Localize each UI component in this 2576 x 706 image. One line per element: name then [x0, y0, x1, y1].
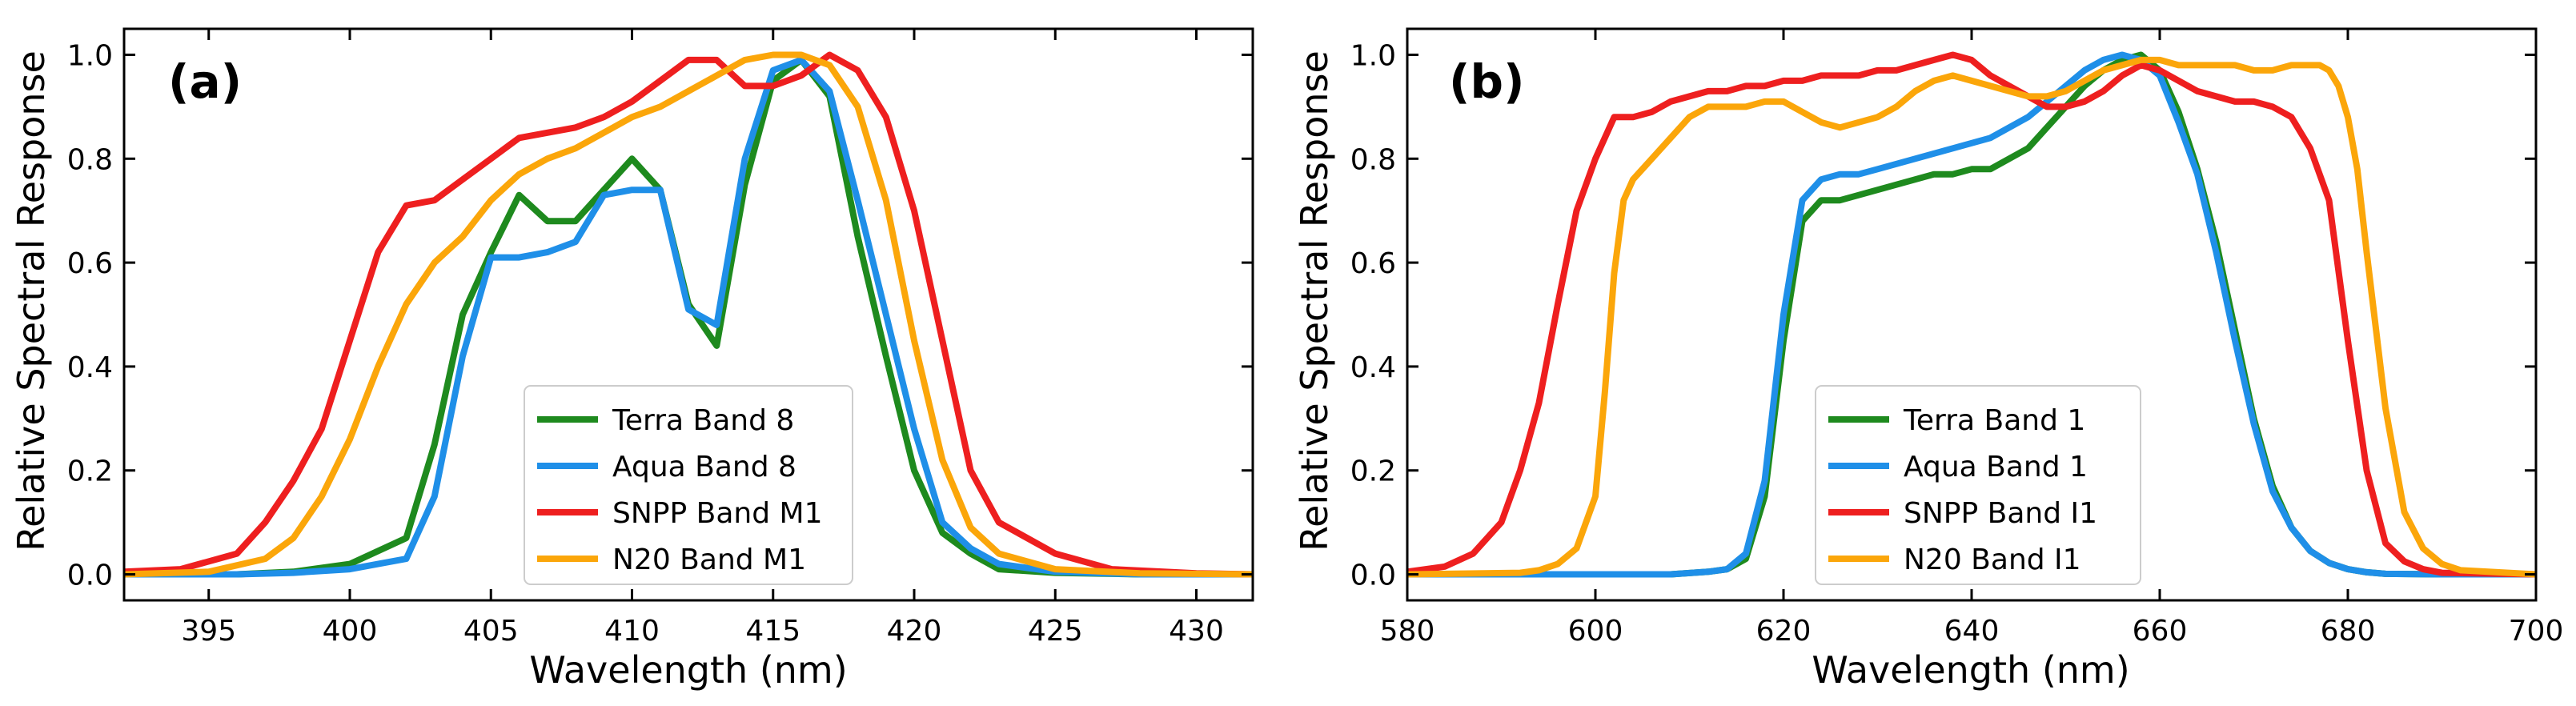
chart-panel-a: Relative Spectral Response Wavelength (n… [10, 27, 1254, 692]
legend-label: Terra Band 8 [612, 404, 794, 437]
panel-label: (b) [1449, 54, 1525, 109]
series-line-snpp-band-m1 [124, 51, 1253, 578]
legend-label: Aqua Band 8 [612, 451, 796, 483]
panel-label: (a) [168, 54, 242, 109]
legend-label: N20 Band I1 [1904, 544, 2081, 576]
y-tick-label: 0.6 [1350, 247, 1396, 280]
legend-label: Aqua Band 1 [1904, 451, 2088, 483]
y-tick-label: 0.8 [1350, 143, 1396, 176]
x-tick-label: 680 [2321, 615, 2376, 648]
series-line-n20-band-m1 [124, 51, 1253, 578]
x-tick-label: 430 [1169, 615, 1224, 648]
legend-label: SNPP Band I1 [1904, 497, 2097, 530]
x-tick-label: 640 [1944, 615, 2000, 648]
legend: Terra Band 1 Aqua Band 1 SNPP Band I1 N20 B… [1815, 385, 2141, 585]
x-tick-label: 660 [2133, 615, 2188, 648]
x-tick-label: 425 [1028, 615, 1083, 648]
legend-box [1815, 385, 2141, 585]
x-axis-label: Wavelength (nm) [1812, 648, 2129, 692]
y-tick-label: 0.4 [67, 351, 113, 384]
y-tick-label: 0.6 [67, 247, 113, 280]
legend-label: Terra Band 1 [1903, 404, 2085, 437]
x-tick-label: 700 [2509, 615, 2564, 648]
x-tick-label: 415 [745, 615, 800, 648]
x-axis-label: Wavelength (nm) [529, 648, 847, 692]
series-line-aqua-band-1 [1407, 51, 2536, 578]
y-tick-label: 0.0 [1350, 560, 1396, 592]
legend: Terra Band 8 Aqua Band 8 SNPP Band M1 N20 B… [524, 385, 853, 585]
series-line-aqua-band-8 [124, 56, 1253, 578]
y-tick-label: 0.8 [67, 143, 113, 176]
y-tick-label: 1.0 [67, 39, 113, 72]
y-tick-label: 1.0 [1350, 39, 1396, 72]
x-tick-label: 600 [1568, 615, 1623, 648]
series-line-n20-band-i1 [1407, 56, 2536, 578]
y-tick-label: 0.0 [67, 560, 113, 592]
series-line-snpp-band-i1 [1407, 51, 2536, 578]
chart-panel-b: Relative Spectral Response Wavelength (n… [1293, 27, 2564, 692]
x-tick-label: 410 [604, 615, 660, 648]
x-tick-label: 580 [1380, 615, 1435, 648]
y-tick-label: 0.4 [1350, 351, 1396, 384]
y-tick-label: 0.2 [67, 455, 113, 488]
x-tick-label: 400 [323, 615, 378, 648]
plot-frame [122, 27, 1254, 602]
y-tick-label: 0.2 [1350, 455, 1396, 488]
x-tick-label: 405 [463, 615, 519, 648]
legend-box [524, 385, 853, 585]
x-tick-label: 420 [887, 615, 942, 648]
x-tick-label: 620 [1756, 615, 1812, 648]
legend-label: N20 Band M1 [612, 544, 806, 576]
y-axis-label: Relative Spectral Response [10, 50, 53, 552]
x-tick-label: 395 [181, 615, 236, 648]
legend-label: SNPP Band M1 [612, 497, 822, 530]
y-axis-label: Relative Spectral Response [1293, 50, 1336, 552]
